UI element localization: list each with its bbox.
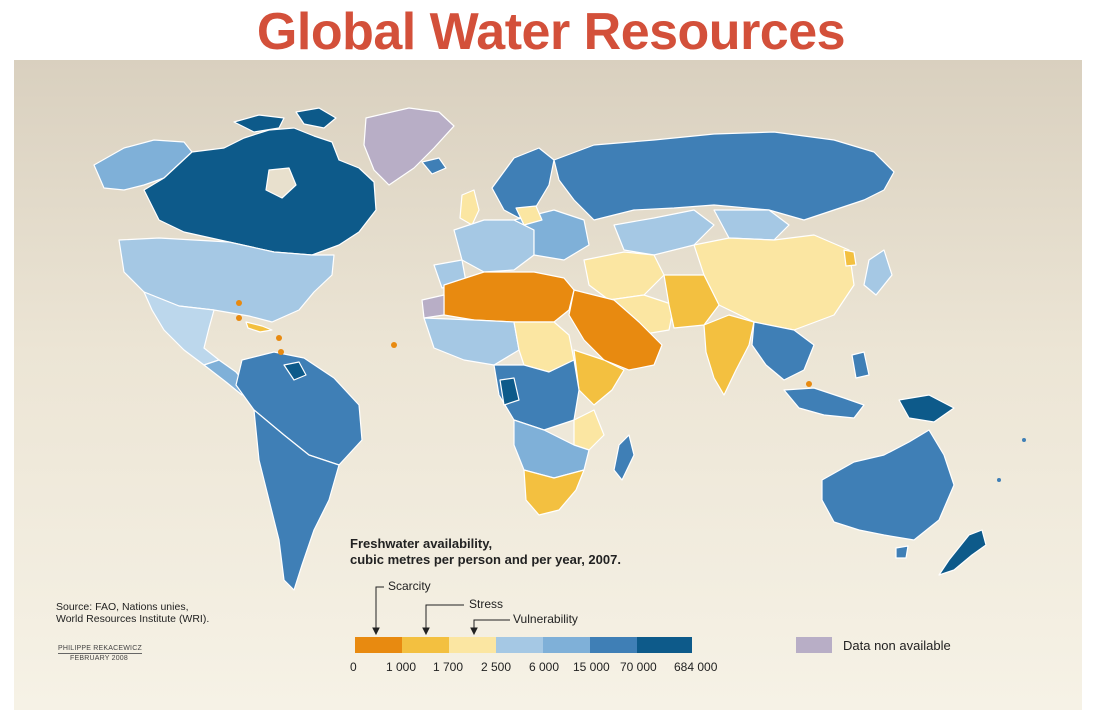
vulnerability-pointer <box>473 619 510 631</box>
region-hudson-bay <box>265 167 297 199</box>
region-arctic-islands <box>233 114 285 133</box>
legend-tick: 1 700 <box>433 660 464 674</box>
region-china <box>693 234 855 331</box>
legend-bin-stress <box>402 637 449 653</box>
legend-bin-6 <box>590 637 637 653</box>
region-philippines <box>851 351 870 379</box>
no-data-label: Data non available <box>843 638 951 653</box>
region-western-europe <box>453 219 535 273</box>
arabia <box>568 289 663 371</box>
region-central-africa <box>493 359 580 431</box>
region-greenland <box>363 107 455 186</box>
region-australia <box>821 429 955 541</box>
island-dot <box>236 315 242 321</box>
island-dot <box>236 300 242 306</box>
region-southern-africa <box>523 469 585 516</box>
region-arctic-islands-2 <box>295 107 337 129</box>
region-iceland <box>421 157 447 175</box>
legend-tick: 15 000 <box>573 660 610 674</box>
region-scandinavia <box>491 147 555 219</box>
legend-tick: 684 000 <box>674 660 718 674</box>
region-papua <box>898 394 955 423</box>
source-note: Source: FAO, Nations unies, World Resour… <box>56 601 210 625</box>
region-south-america-south <box>253 409 340 591</box>
legend-tick: 0 <box>350 660 357 674</box>
region-poland <box>515 205 543 226</box>
region-arabian-peninsula <box>568 289 663 371</box>
region-middle-east-north <box>583 251 665 301</box>
europe <box>421 147 590 289</box>
cartographer-signature: PHILIPPE REKACEWICZ FEBRUARY 2008 <box>58 645 142 662</box>
legend-bin-vulnerability <box>449 637 496 653</box>
legend-bin-7 <box>637 637 692 653</box>
region-kazakhstan <box>613 209 715 256</box>
island-dot <box>276 335 282 341</box>
legend-tick: 2 500 <box>481 660 512 674</box>
legend-label-stress: Stress <box>469 597 504 611</box>
world-map <box>93 107 1026 653</box>
scarcity-pointer <box>375 586 384 631</box>
stress-pointer <box>425 604 464 631</box>
region-west-africa <box>423 317 520 366</box>
region-guyanas <box>283 361 307 381</box>
island-dot <box>391 342 397 348</box>
island-dot <box>1022 438 1026 442</box>
legend-tick: 1 000 <box>386 660 417 674</box>
legend-title: Freshwater availability, cubic metres pe… <box>350 536 621 567</box>
legend-label-vulnerability: Vulnerability <box>513 612 578 626</box>
region-madagascar <box>613 434 635 481</box>
region-indonesia <box>783 387 865 419</box>
oceania <box>821 429 987 576</box>
legend-bin-scarcity <box>355 637 402 653</box>
scarcity-arrowhead <box>372 627 380 636</box>
vulnerability-arrowhead <box>470 627 478 636</box>
region-korea-japan <box>863 249 893 296</box>
region-congo <box>499 377 520 406</box>
stress-arrowhead <box>422 627 430 636</box>
island-dot <box>278 349 284 355</box>
region-india <box>703 314 755 396</box>
legend-tick: 70 000 <box>620 660 657 674</box>
island-dot <box>806 381 812 387</box>
region-russia <box>553 131 895 221</box>
region-new-zealand <box>938 529 987 576</box>
north-america <box>93 107 455 396</box>
region-southeast-asia <box>751 321 815 381</box>
region-tasmania <box>895 545 909 559</box>
island-markers <box>236 300 1026 482</box>
legend-color-bar <box>355 637 692 653</box>
south-america <box>235 351 363 591</box>
island-dot <box>997 478 1001 482</box>
region-korea <box>843 249 857 267</box>
asia <box>553 131 955 423</box>
region-uk <box>459 189 480 226</box>
legend-bin-5 <box>543 637 590 653</box>
world-map-panel: Freshwater availability, cubic metres pe… <box>14 60 1082 710</box>
region-east-africa <box>573 409 605 451</box>
region-caribbean <box>245 321 273 333</box>
region-north-africa <box>443 271 575 323</box>
no-data-swatch <box>796 637 832 653</box>
region-mongolia <box>713 209 790 241</box>
legend-label-scarcity: Scarcity <box>388 579 431 593</box>
region-western-sahara <box>421 294 445 319</box>
africa <box>421 271 635 516</box>
map-title: Global Water Resources <box>256 3 846 61</box>
legend-pointers <box>372 586 510 636</box>
legend-tick: 6 000 <box>529 660 560 674</box>
region-south-america-north <box>235 351 363 466</box>
legend-bin-4 <box>496 637 543 653</box>
